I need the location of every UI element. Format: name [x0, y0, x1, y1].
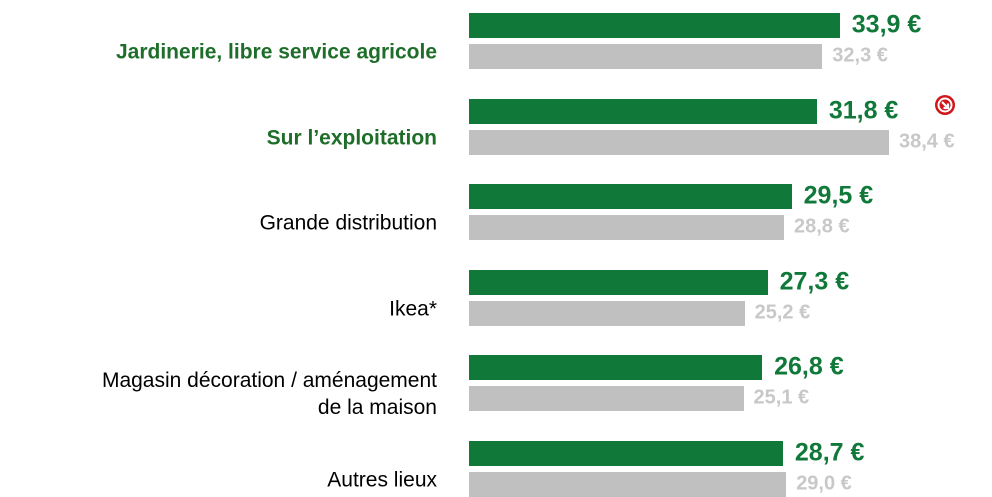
value-label: 25,1 €	[753, 386, 810, 409]
value-label: 31,8 €	[828, 96, 899, 125]
bar	[469, 269, 768, 295]
bar	[469, 215, 784, 241]
category-label: Sur l’exploitation	[266, 126, 437, 150]
bar	[469, 44, 823, 69]
bar	[469, 441, 783, 466]
value-label: 32,3 €	[832, 44, 888, 67]
decrease-icon	[935, 95, 955, 115]
value-label: 26,8 €	[774, 352, 844, 381]
bar	[469, 98, 817, 124]
value-label: 28,7 €	[794, 438, 865, 467]
value-label: 38,4 €	[899, 130, 955, 153]
category-label: Ikea*	[389, 297, 437, 321]
bar	[469, 355, 763, 381]
bar	[469, 184, 792, 210]
bar	[469, 13, 840, 38]
category-label: Grande distribution	[259, 211, 437, 235]
value-label: 28,8 €	[794, 215, 850, 238]
value-label: 29,0 €	[796, 472, 852, 495]
category-label: Magasin décoration / aménagement de la m…	[101, 369, 437, 420]
value-label: 33,9 €	[851, 10, 922, 39]
bar	[469, 300, 745, 326]
bar	[469, 472, 787, 497]
bar	[469, 129, 889, 155]
bar	[469, 386, 744, 412]
value-label: 27,3 €	[779, 267, 850, 296]
category-label: Autres lieux	[327, 468, 437, 492]
value-label: 29,5 €	[803, 181, 874, 210]
category-label: Jardinerie, libre service agricole	[115, 40, 437, 64]
value-label: 25,2 €	[754, 301, 811, 324]
